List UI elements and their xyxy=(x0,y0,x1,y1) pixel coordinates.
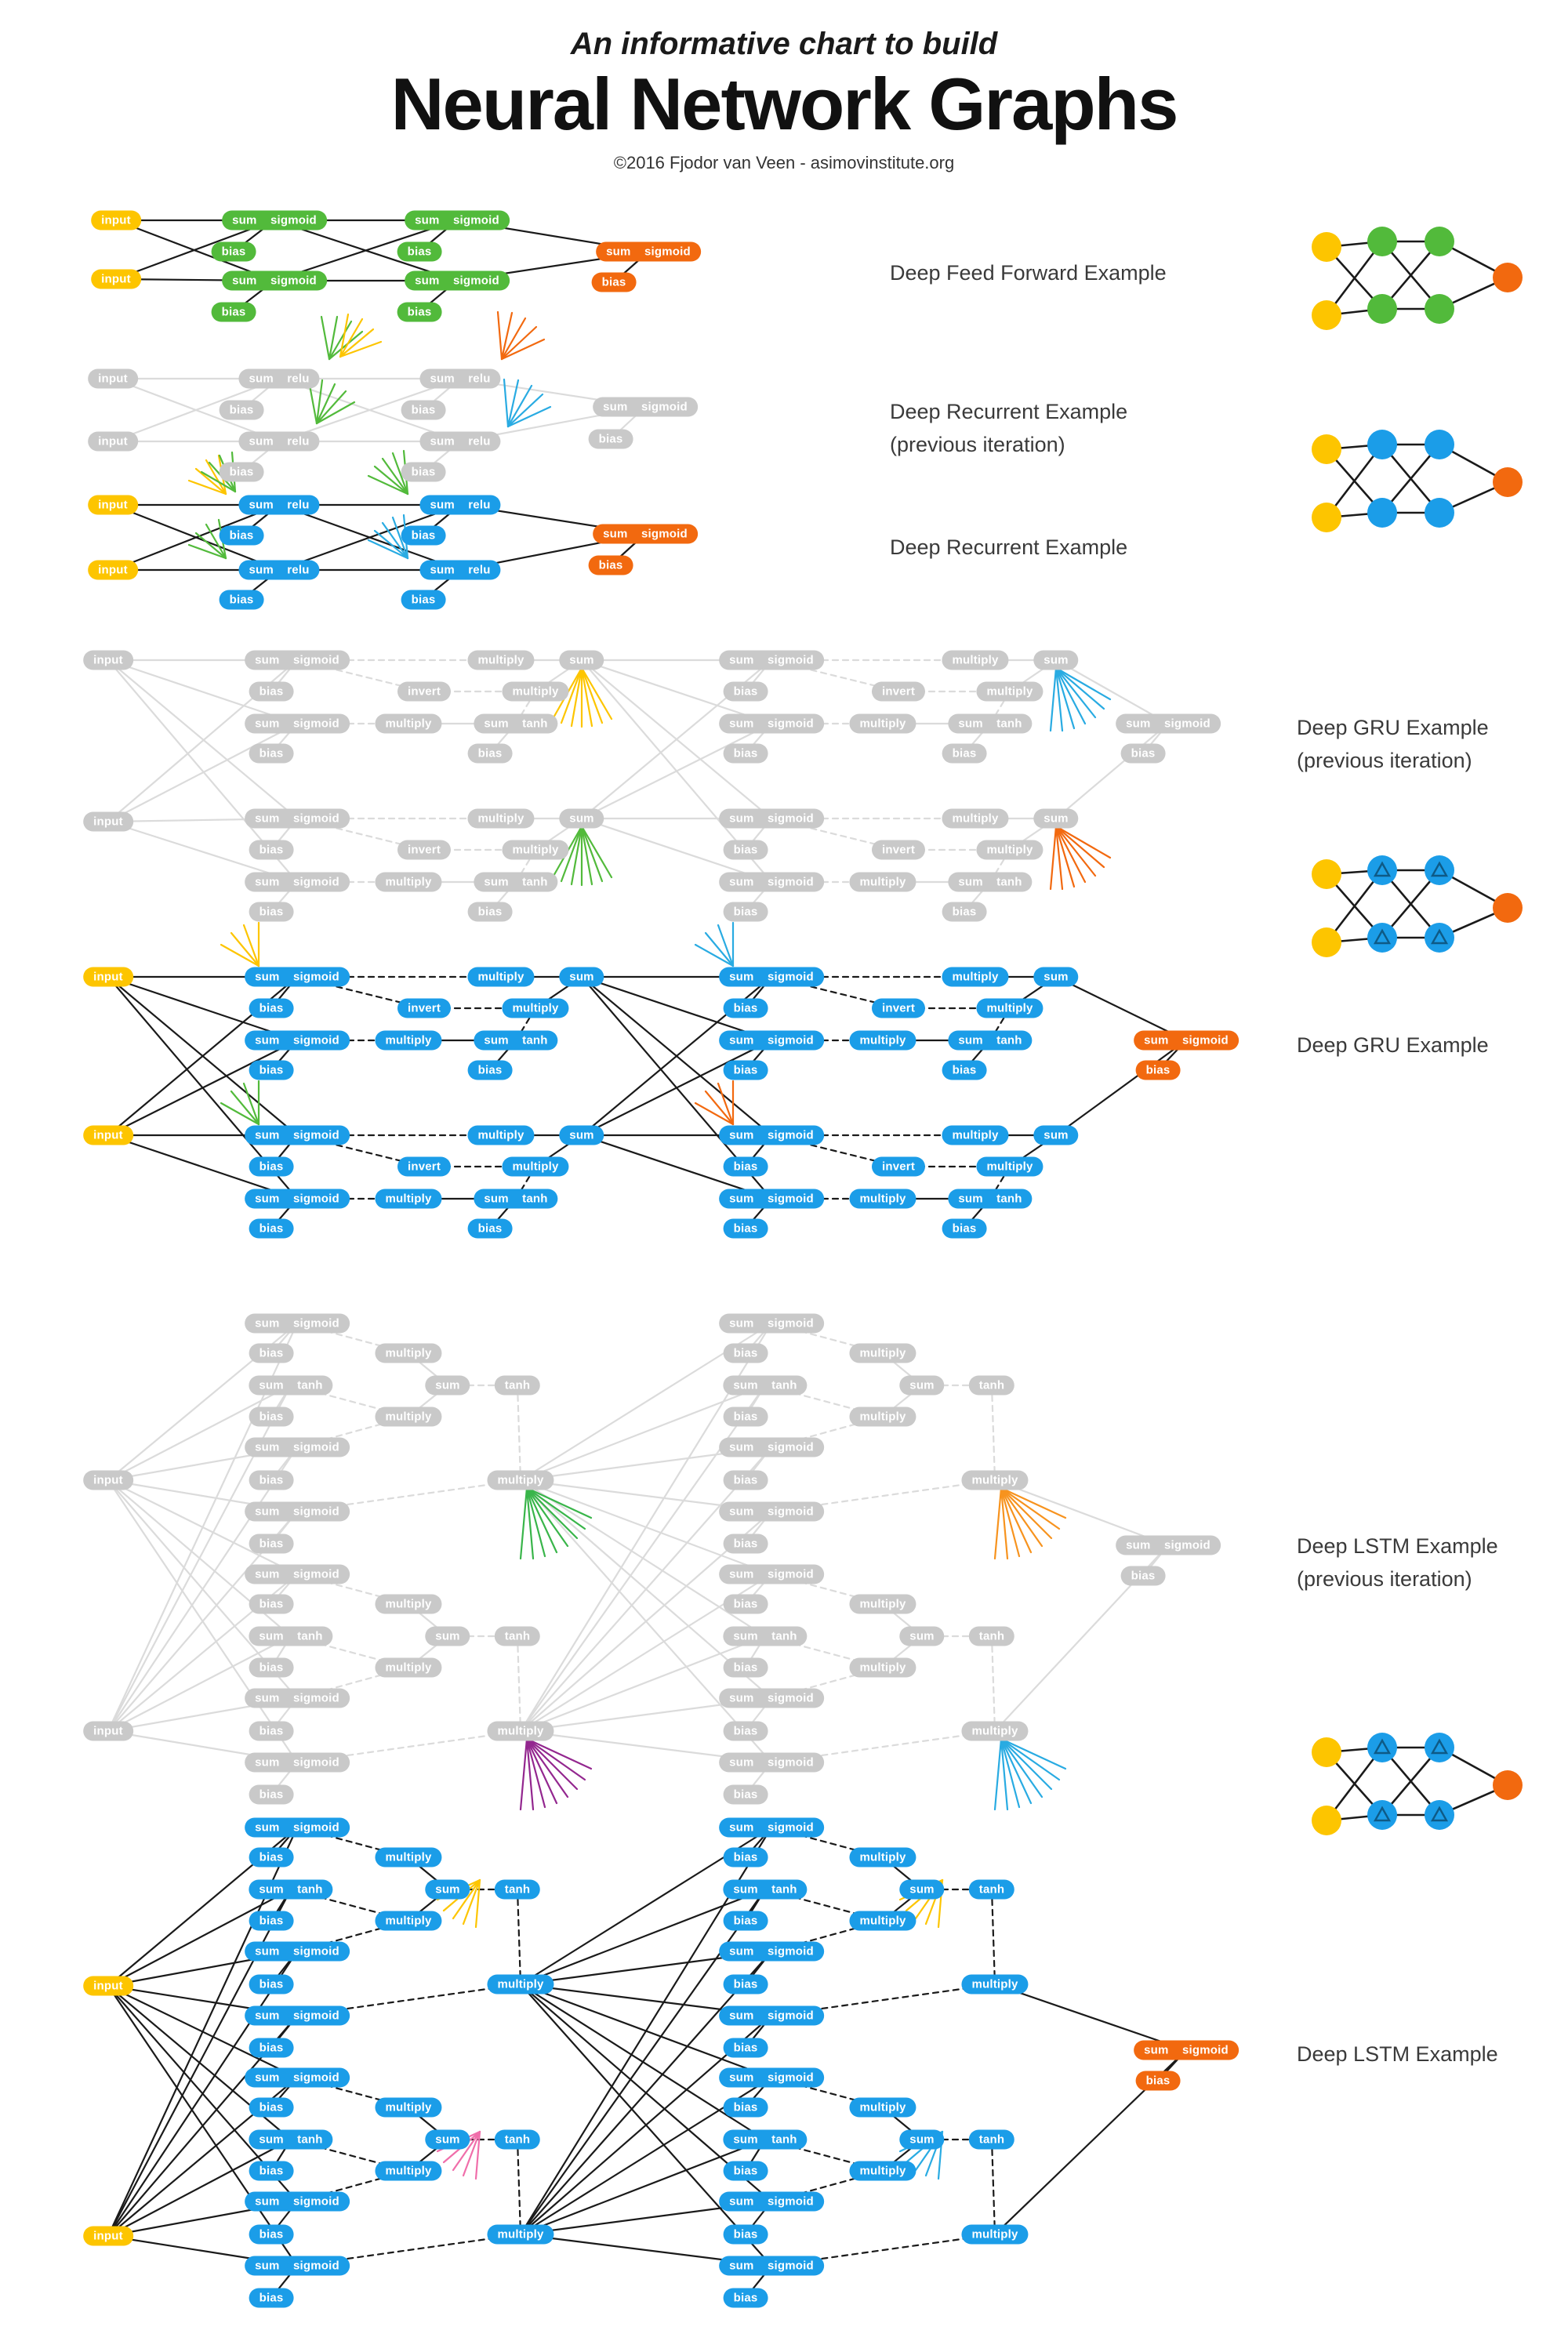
legend-node-blue xyxy=(1425,923,1454,953)
memory-cell-triangle-icon xyxy=(1373,1738,1392,1755)
legend-node-green xyxy=(1425,294,1454,324)
legend-node-yellow xyxy=(1312,927,1341,957)
legend-node-blue xyxy=(1367,923,1397,953)
legend-node-blue xyxy=(1425,1800,1454,1830)
edges xyxy=(107,219,1188,2299)
legend-node-yellow xyxy=(1312,859,1341,889)
poster-credit: ©2016 Fjodor van Veen - asimovinstitute.… xyxy=(613,153,955,172)
legend-node-yellow xyxy=(1312,300,1341,330)
legend-node-blue xyxy=(1367,1733,1397,1762)
memory-cell-triangle-icon xyxy=(1430,1806,1449,1822)
legend-node-blue xyxy=(1425,855,1454,885)
legend-node-yellow xyxy=(1312,232,1341,262)
recurrent-fans xyxy=(187,310,1112,2180)
legend-node-blue xyxy=(1367,430,1397,459)
legend-node-blue xyxy=(1425,1733,1454,1762)
memory-cell-triangle-icon xyxy=(1373,1806,1392,1822)
memory-cell-triangle-icon xyxy=(1430,861,1449,877)
legend-node-green xyxy=(1367,294,1397,324)
legend-node-blue xyxy=(1367,1800,1397,1830)
legend-node-yellow xyxy=(1312,1806,1341,1835)
legend-node-blue xyxy=(1367,498,1397,528)
legend-node-blue xyxy=(1425,430,1454,459)
memory-cell-triangle-icon xyxy=(1373,861,1392,877)
header: An informative chart to build Neural Net… xyxy=(0,0,1568,173)
legend-node-blue xyxy=(1425,498,1454,528)
memory-cell-triangle-icon xyxy=(1373,928,1392,945)
legend-diagrams xyxy=(1312,227,1523,1835)
legend-node-yellow xyxy=(1312,1737,1341,1767)
legend-node-orange xyxy=(1493,893,1523,923)
legend-node-blue xyxy=(1367,855,1397,885)
memory-cell-triangle-icon xyxy=(1430,928,1449,945)
legend-node-yellow xyxy=(1312,503,1341,532)
legend-node-orange xyxy=(1493,263,1523,292)
legend-node-yellow xyxy=(1312,434,1341,464)
legend-node-orange xyxy=(1493,1770,1523,1800)
legend-node-green xyxy=(1425,227,1454,256)
legend-node-orange xyxy=(1493,467,1523,497)
memory-cell-triangle-icon xyxy=(1430,1738,1449,1755)
legend-node-green xyxy=(1367,227,1397,256)
poster-subtitle: An informative chart to build xyxy=(570,27,998,61)
poster-title: Neural Network Graphs xyxy=(390,63,1179,145)
